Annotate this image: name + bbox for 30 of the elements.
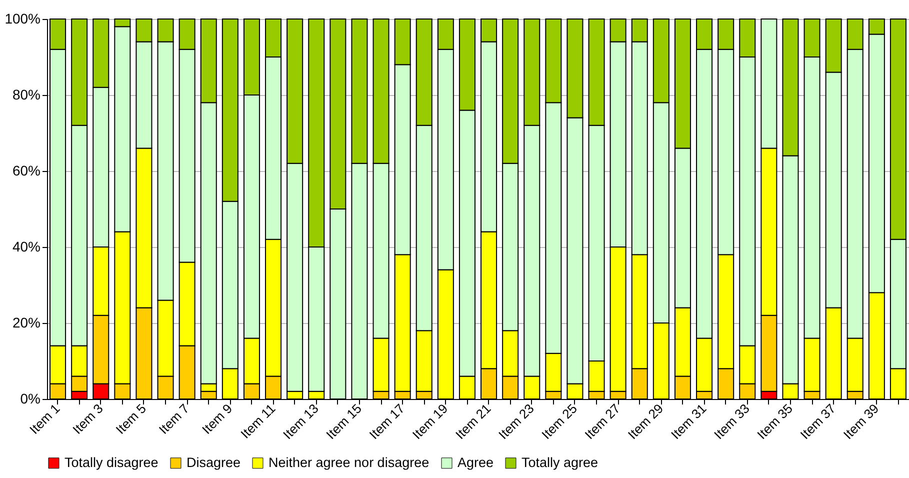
x-tick-label: Item 7: [156, 400, 192, 437]
x-tick-label: Item 35: [754, 400, 796, 442]
x-tick-label: Item 15: [323, 400, 364, 442]
y-tick-label: 40%: [12, 238, 40, 254]
x-tick-label: Item 19: [409, 400, 451, 442]
y-tick-label: 80%: [12, 86, 40, 102]
x-tick-label: Item 39: [840, 400, 882, 442]
y-tick-label: 100%: [4, 10, 40, 26]
y-tick-label: 0%: [20, 390, 40, 406]
x-tick-label: Item 13: [280, 400, 322, 442]
y-tick-label: 20%: [12, 314, 40, 330]
x-tick-label: Item 27: [582, 400, 624, 442]
x-tick-label: Item 23: [496, 400, 537, 442]
x-tick-label: Item 9: [198, 400, 236, 437]
x-tick-label: Item 31: [668, 400, 710, 442]
x-tick-label: Item 5: [112, 400, 149, 437]
legend-label: Neither agree nor disagree: [268, 455, 430, 470]
x-tick-label: Item 33: [711, 400, 752, 442]
x-tick-label: Item 25: [538, 400, 580, 442]
x-tick-label: Item 29: [624, 400, 666, 442]
legend-label: Disagree: [186, 455, 241, 470]
legend-label: Totally agree: [522, 455, 598, 470]
x-tick-label: Item 11: [238, 400, 278, 442]
legend-label: Totally disagree: [64, 455, 158, 470]
legend-label: Agree: [458, 455, 494, 470]
y-tick-label: 60%: [12, 162, 40, 178]
x-tick-label: Item 37: [797, 400, 839, 442]
x-tick-label: Item 21: [452, 400, 494, 442]
x-tick-label: Item 3: [70, 400, 106, 437]
x-tick-label: Item 17: [366, 400, 408, 442]
